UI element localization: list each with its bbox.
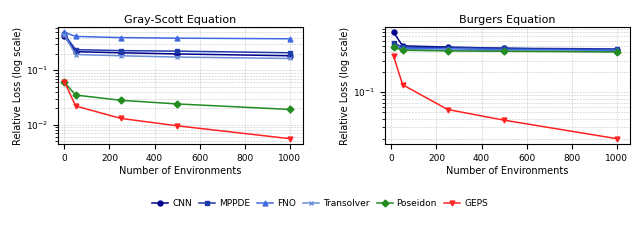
- Poseidon: [399, 49, 406, 52]
- GEPS: [390, 55, 397, 58]
- MPPDE: [61, 33, 68, 36]
- X-axis label: Number of Environments: Number of Environments: [446, 166, 569, 176]
- GEPS: [117, 117, 125, 120]
- CNN: [613, 49, 621, 52]
- FNO: [399, 47, 406, 50]
- FNO: [613, 49, 621, 52]
- Title: Burgers Equation: Burgers Equation: [460, 15, 556, 25]
- CNN: [286, 54, 294, 57]
- Transolver: [61, 34, 68, 37]
- Transolver: [390, 46, 397, 48]
- Line: CNN: CNN: [391, 30, 620, 53]
- Line: Poseidon: Poseidon: [62, 80, 292, 112]
- GEPS: [444, 108, 452, 111]
- FNO: [390, 45, 397, 47]
- Poseidon: [173, 103, 181, 105]
- MPPDE: [444, 46, 452, 49]
- MPPDE: [500, 47, 508, 50]
- Transolver: [286, 57, 294, 60]
- Line: Transolver: Transolver: [391, 45, 620, 54]
- Line: GEPS: GEPS: [62, 79, 292, 141]
- MPPDE: [173, 50, 181, 52]
- GEPS: [173, 124, 181, 127]
- Poseidon: [61, 81, 68, 84]
- FNO: [173, 37, 181, 40]
- Line: FNO: FNO: [391, 43, 620, 53]
- Poseidon: [613, 51, 621, 53]
- Line: CNN: CNN: [62, 34, 292, 58]
- CNN: [173, 53, 181, 55]
- Line: MPPDE: MPPDE: [391, 41, 620, 51]
- Poseidon: [72, 94, 79, 96]
- FNO: [72, 35, 79, 38]
- GEPS: [72, 105, 79, 107]
- Line: FNO: FNO: [62, 30, 292, 41]
- MPPDE: [117, 49, 125, 52]
- Y-axis label: Relative Loss (log scale): Relative Loss (log scale): [340, 27, 349, 145]
- Line: Transolver: Transolver: [62, 33, 292, 61]
- FNO: [286, 37, 294, 40]
- Poseidon: [500, 50, 508, 53]
- GEPS: [613, 137, 621, 140]
- GEPS: [399, 83, 406, 86]
- GEPS: [286, 137, 294, 140]
- CNN: [399, 45, 406, 47]
- CNN: [61, 35, 68, 38]
- FNO: [444, 47, 452, 50]
- Line: Poseidon: Poseidon: [391, 45, 620, 54]
- Poseidon: [444, 50, 452, 52]
- GEPS: [61, 80, 68, 83]
- MPPDE: [72, 48, 79, 51]
- Transolver: [444, 49, 452, 52]
- Line: MPPDE: MPPDE: [62, 32, 292, 55]
- MPPDE: [390, 42, 397, 45]
- Transolver: [613, 50, 621, 53]
- Transolver: [117, 54, 125, 57]
- CNN: [500, 47, 508, 50]
- CNN: [117, 52, 125, 54]
- Transolver: [500, 50, 508, 52]
- FNO: [117, 36, 125, 39]
- X-axis label: Number of Environments: Number of Environments: [119, 166, 242, 176]
- Legend: CNN, MPPDE, FNO, Transolver, Poseidon, GEPS: CNN, MPPDE, FNO, Transolver, Poseidon, G…: [148, 195, 492, 212]
- Poseidon: [117, 99, 125, 102]
- FNO: [500, 48, 508, 51]
- MPPDE: [286, 52, 294, 54]
- Line: GEPS: GEPS: [391, 54, 620, 141]
- Transolver: [72, 53, 79, 56]
- Poseidon: [390, 46, 397, 48]
- MPPDE: [613, 47, 621, 50]
- Poseidon: [286, 108, 294, 111]
- Transolver: [173, 56, 181, 58]
- CNN: [444, 46, 452, 48]
- Title: Gray-Scott Equation: Gray-Scott Equation: [124, 15, 237, 25]
- FNO: [61, 31, 68, 34]
- CNN: [72, 50, 79, 53]
- MPPDE: [399, 46, 406, 48]
- GEPS: [500, 119, 508, 122]
- Transolver: [399, 48, 406, 51]
- Y-axis label: Relative Loss (log scale): Relative Loss (log scale): [13, 27, 23, 145]
- CNN: [390, 31, 397, 34]
